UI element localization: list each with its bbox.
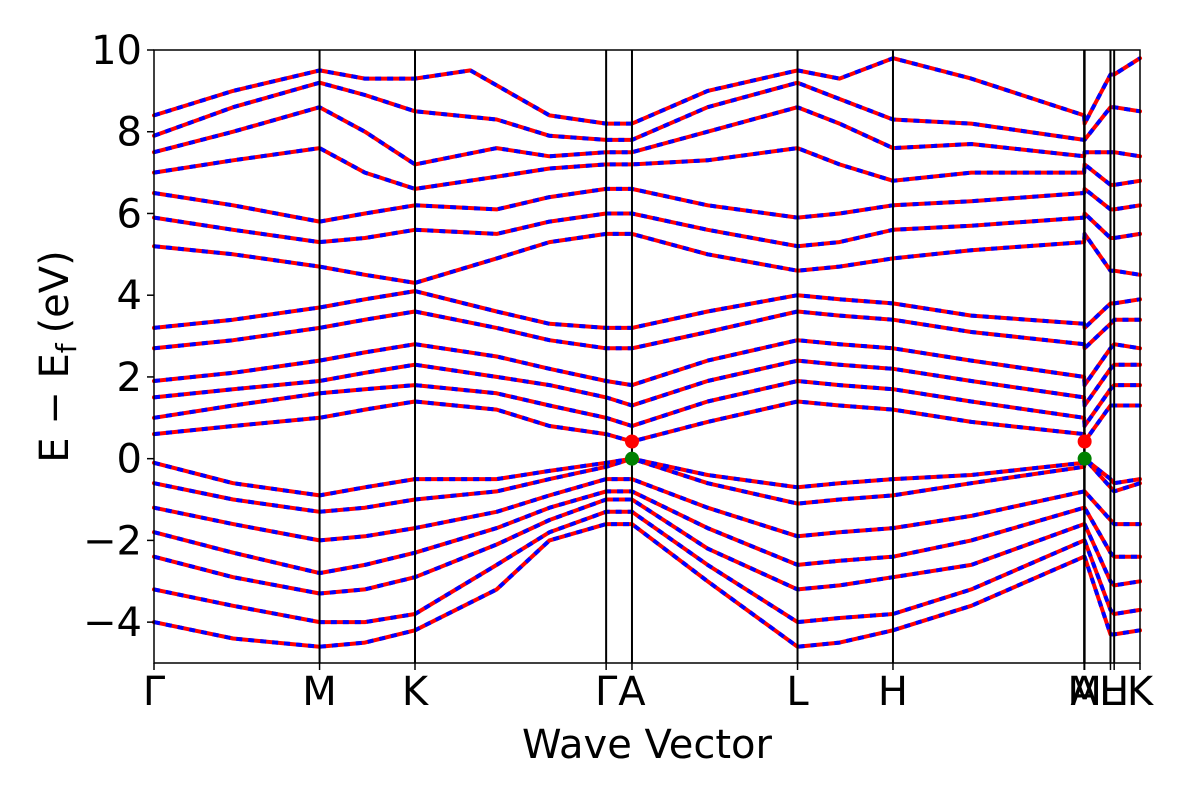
- band-line-red-16: [152, 146, 1142, 191]
- band-line-blue-5: [153, 456, 1141, 514]
- band-extremum-marker-2: [1077, 434, 1092, 449]
- y-tick-label-4: 4: [117, 273, 142, 319]
- y-tick-label-5: 6: [117, 191, 142, 237]
- x-tick-label-2: K: [402, 669, 430, 715]
- x-tick-label-3: Γ: [595, 669, 618, 715]
- kpoint-lines: [318, 50, 1116, 663]
- band-line-blue-3: [153, 489, 1140, 576]
- x-tick-label-0: Γ: [143, 669, 166, 715]
- band-line-blue-16: [153, 146, 1141, 191]
- y-axis-ticks: −4 −2 0 2 4 6 8 10: [83, 28, 154, 646]
- x-tick-label-8: M: [1067, 669, 1102, 715]
- x-tick-label-9: L: [1099, 669, 1122, 715]
- band-line-blue-12: [153, 289, 1141, 330]
- band-line-red-0: [152, 522, 1142, 649]
- x-tick-label-11: K: [1127, 669, 1155, 715]
- x-tick-label-4: A: [618, 669, 646, 715]
- y-axis-title-main: E − E: [32, 353, 78, 463]
- band-extremum-marker-0: [624, 434, 639, 449]
- y-tick-label-3: 2: [117, 355, 142, 401]
- band-line-red-3: [152, 489, 1142, 576]
- y-axis-title-subscript: f: [50, 342, 83, 353]
- y-axis-title: E − Ef (eV): [32, 250, 83, 463]
- band-extrema-markers: [624, 434, 1092, 466]
- y-tick-label-0: −4: [83, 600, 142, 646]
- bands-layer: [152, 56, 1142, 649]
- y-tick-label-1: −2: [83, 518, 142, 564]
- band-extremum-marker-3: [1077, 451, 1092, 466]
- y-axis-title-unit: (eV): [32, 250, 78, 333]
- y-tick-label-2: 0: [117, 437, 142, 483]
- x-tick-label-5: L: [786, 669, 809, 715]
- band-line-blue-2: [153, 497, 1141, 596]
- band-extremum-marker-1: [624, 451, 639, 466]
- y-tick-label-7: 10: [91, 28, 142, 74]
- band-line-blue-0: [153, 522, 1141, 649]
- x-tick-label-1: M: [302, 669, 337, 715]
- y-tick-label-6: 8: [117, 110, 142, 156]
- x-axis-title: Wave Vector: [522, 722, 773, 768]
- band-line-blue-4: [153, 477, 1140, 543]
- plot-frame: [153, 49, 1141, 664]
- x-tick-label-7: A: [1070, 669, 1098, 715]
- x-tick-label-6: H: [878, 669, 908, 715]
- band-line-blue-19: [153, 56, 1142, 126]
- x-tick-label-10: H: [1099, 669, 1129, 715]
